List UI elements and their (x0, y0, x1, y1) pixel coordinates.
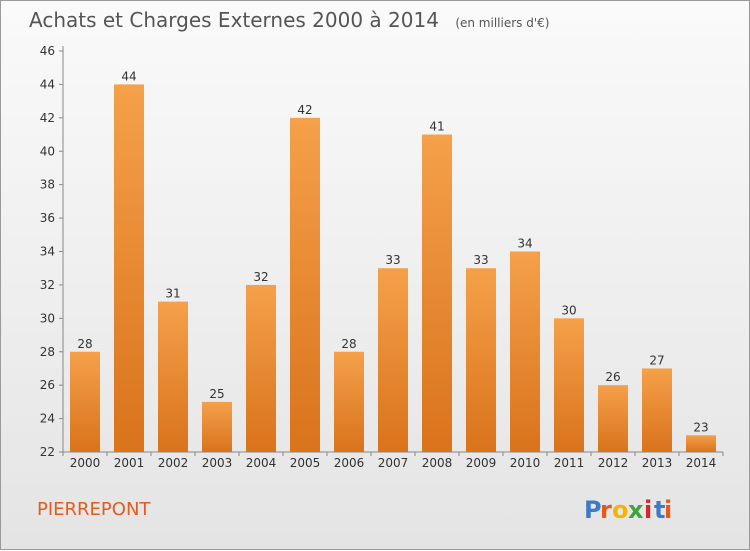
x-tick-label: 2005 (290, 456, 321, 470)
x-axis: 2000 2001 2002 2003 2004 2005 2006 2007 2008 2009… (62, 451, 724, 470)
y-tick-label: 46 (40, 44, 55, 58)
bar-2010 (510, 251, 540, 452)
location-label: PIERREPONT (37, 499, 151, 520)
x-tick-label: 2000 (70, 456, 101, 470)
bar-value-label: 27 (649, 353, 664, 367)
logo-letter: P (584, 496, 602, 524)
bar-value-label: 33 (385, 253, 400, 267)
bar-value-label: 42 (297, 103, 312, 117)
x-tick-label: 2013 (642, 456, 673, 470)
logo-letter: r (600, 496, 612, 524)
y-tick-label: 42 (40, 111, 55, 125)
bar-value-label: 30 (561, 303, 576, 317)
chart-subtitle: (en milliers d'€) (455, 16, 549, 30)
bar-value-label: 41 (429, 120, 444, 134)
x-tick-label: 2004 (246, 456, 277, 470)
y-tick-label: 40 (40, 144, 55, 158)
bar-2001 (114, 84, 144, 453)
bar-2008 (422, 134, 452, 452)
chart-title: Achats et Charges Externes 2000 à 2014 (… (29, 8, 549, 32)
bar-2004 (246, 284, 276, 452)
x-tick-label: 2008 (422, 456, 453, 470)
proxiti-logo: Pr o x i ti (584, 496, 672, 524)
x-tick-label: 2009 (466, 456, 497, 470)
bar-2013 (642, 368, 672, 452)
bar-value-label: 25 (209, 387, 224, 401)
bars-group (70, 84, 716, 453)
y-axis: 22 24 26 28 30 32 34 36 38 40 42 44 46 (40, 44, 64, 459)
x-tick-label: 2012 (598, 456, 629, 470)
bar-value-label: 32 (253, 270, 268, 284)
bar-2006 (334, 351, 364, 452)
y-tick-label: 44 (40, 77, 55, 91)
x-tick-label: 2006 (334, 456, 365, 470)
bar-2002 (158, 301, 188, 452)
x-tick-label: 2001 (114, 456, 145, 470)
bar-2014 (686, 435, 716, 452)
bar-2000 (70, 351, 100, 452)
x-tick-label: 2007 (378, 456, 409, 470)
y-tick-label: 28 (40, 345, 55, 359)
bar-2011 (554, 318, 584, 452)
logo-letter: i (644, 496, 652, 524)
bar-value-label: 26 (605, 370, 620, 384)
logo-letter: t (654, 496, 665, 524)
bar-2012 (598, 385, 628, 452)
y-tick-label: 38 (40, 178, 55, 192)
bar-2007 (378, 268, 408, 452)
logo-letter: x (628, 496, 644, 524)
bar-labels-group: 28 44 31 25 32 42 28 33 41 33 34 30 26 27 23 (77, 69, 708, 434)
y-tick-label: 32 (40, 278, 55, 292)
bar-value-label: 28 (341, 337, 356, 351)
bar-2009 (466, 268, 496, 452)
y-tick-label: 30 (40, 311, 55, 325)
y-tick-label: 24 (40, 412, 55, 426)
bar-value-label: 33 (473, 253, 488, 267)
bar-value-label: 31 (165, 287, 180, 301)
logo-letter: i (664, 496, 672, 524)
y-tick-label: 26 (40, 378, 55, 392)
x-tick-label: 2014 (686, 456, 717, 470)
x-tick-label: 2010 (510, 456, 541, 470)
y-tick-label: 34 (40, 245, 55, 259)
chart-title-main: Achats et Charges Externes 2000 à 2014 (29, 8, 439, 32)
x-tick-label: 2011 (554, 456, 585, 470)
y-tick-label: 36 (40, 211, 55, 225)
logo-letter: o (612, 496, 629, 524)
bar-2003 (202, 401, 232, 452)
x-tick-label: 2002 (158, 456, 189, 470)
y-tick-label: 22 (40, 445, 55, 459)
bar-value-label: 44 (121, 69, 136, 83)
x-tick-label: 2003 (202, 456, 233, 470)
bar-value-label: 23 (693, 420, 708, 434)
bar-value-label: 28 (77, 337, 92, 351)
bar-value-label: 34 (517, 237, 532, 251)
bar-2005 (290, 117, 320, 452)
